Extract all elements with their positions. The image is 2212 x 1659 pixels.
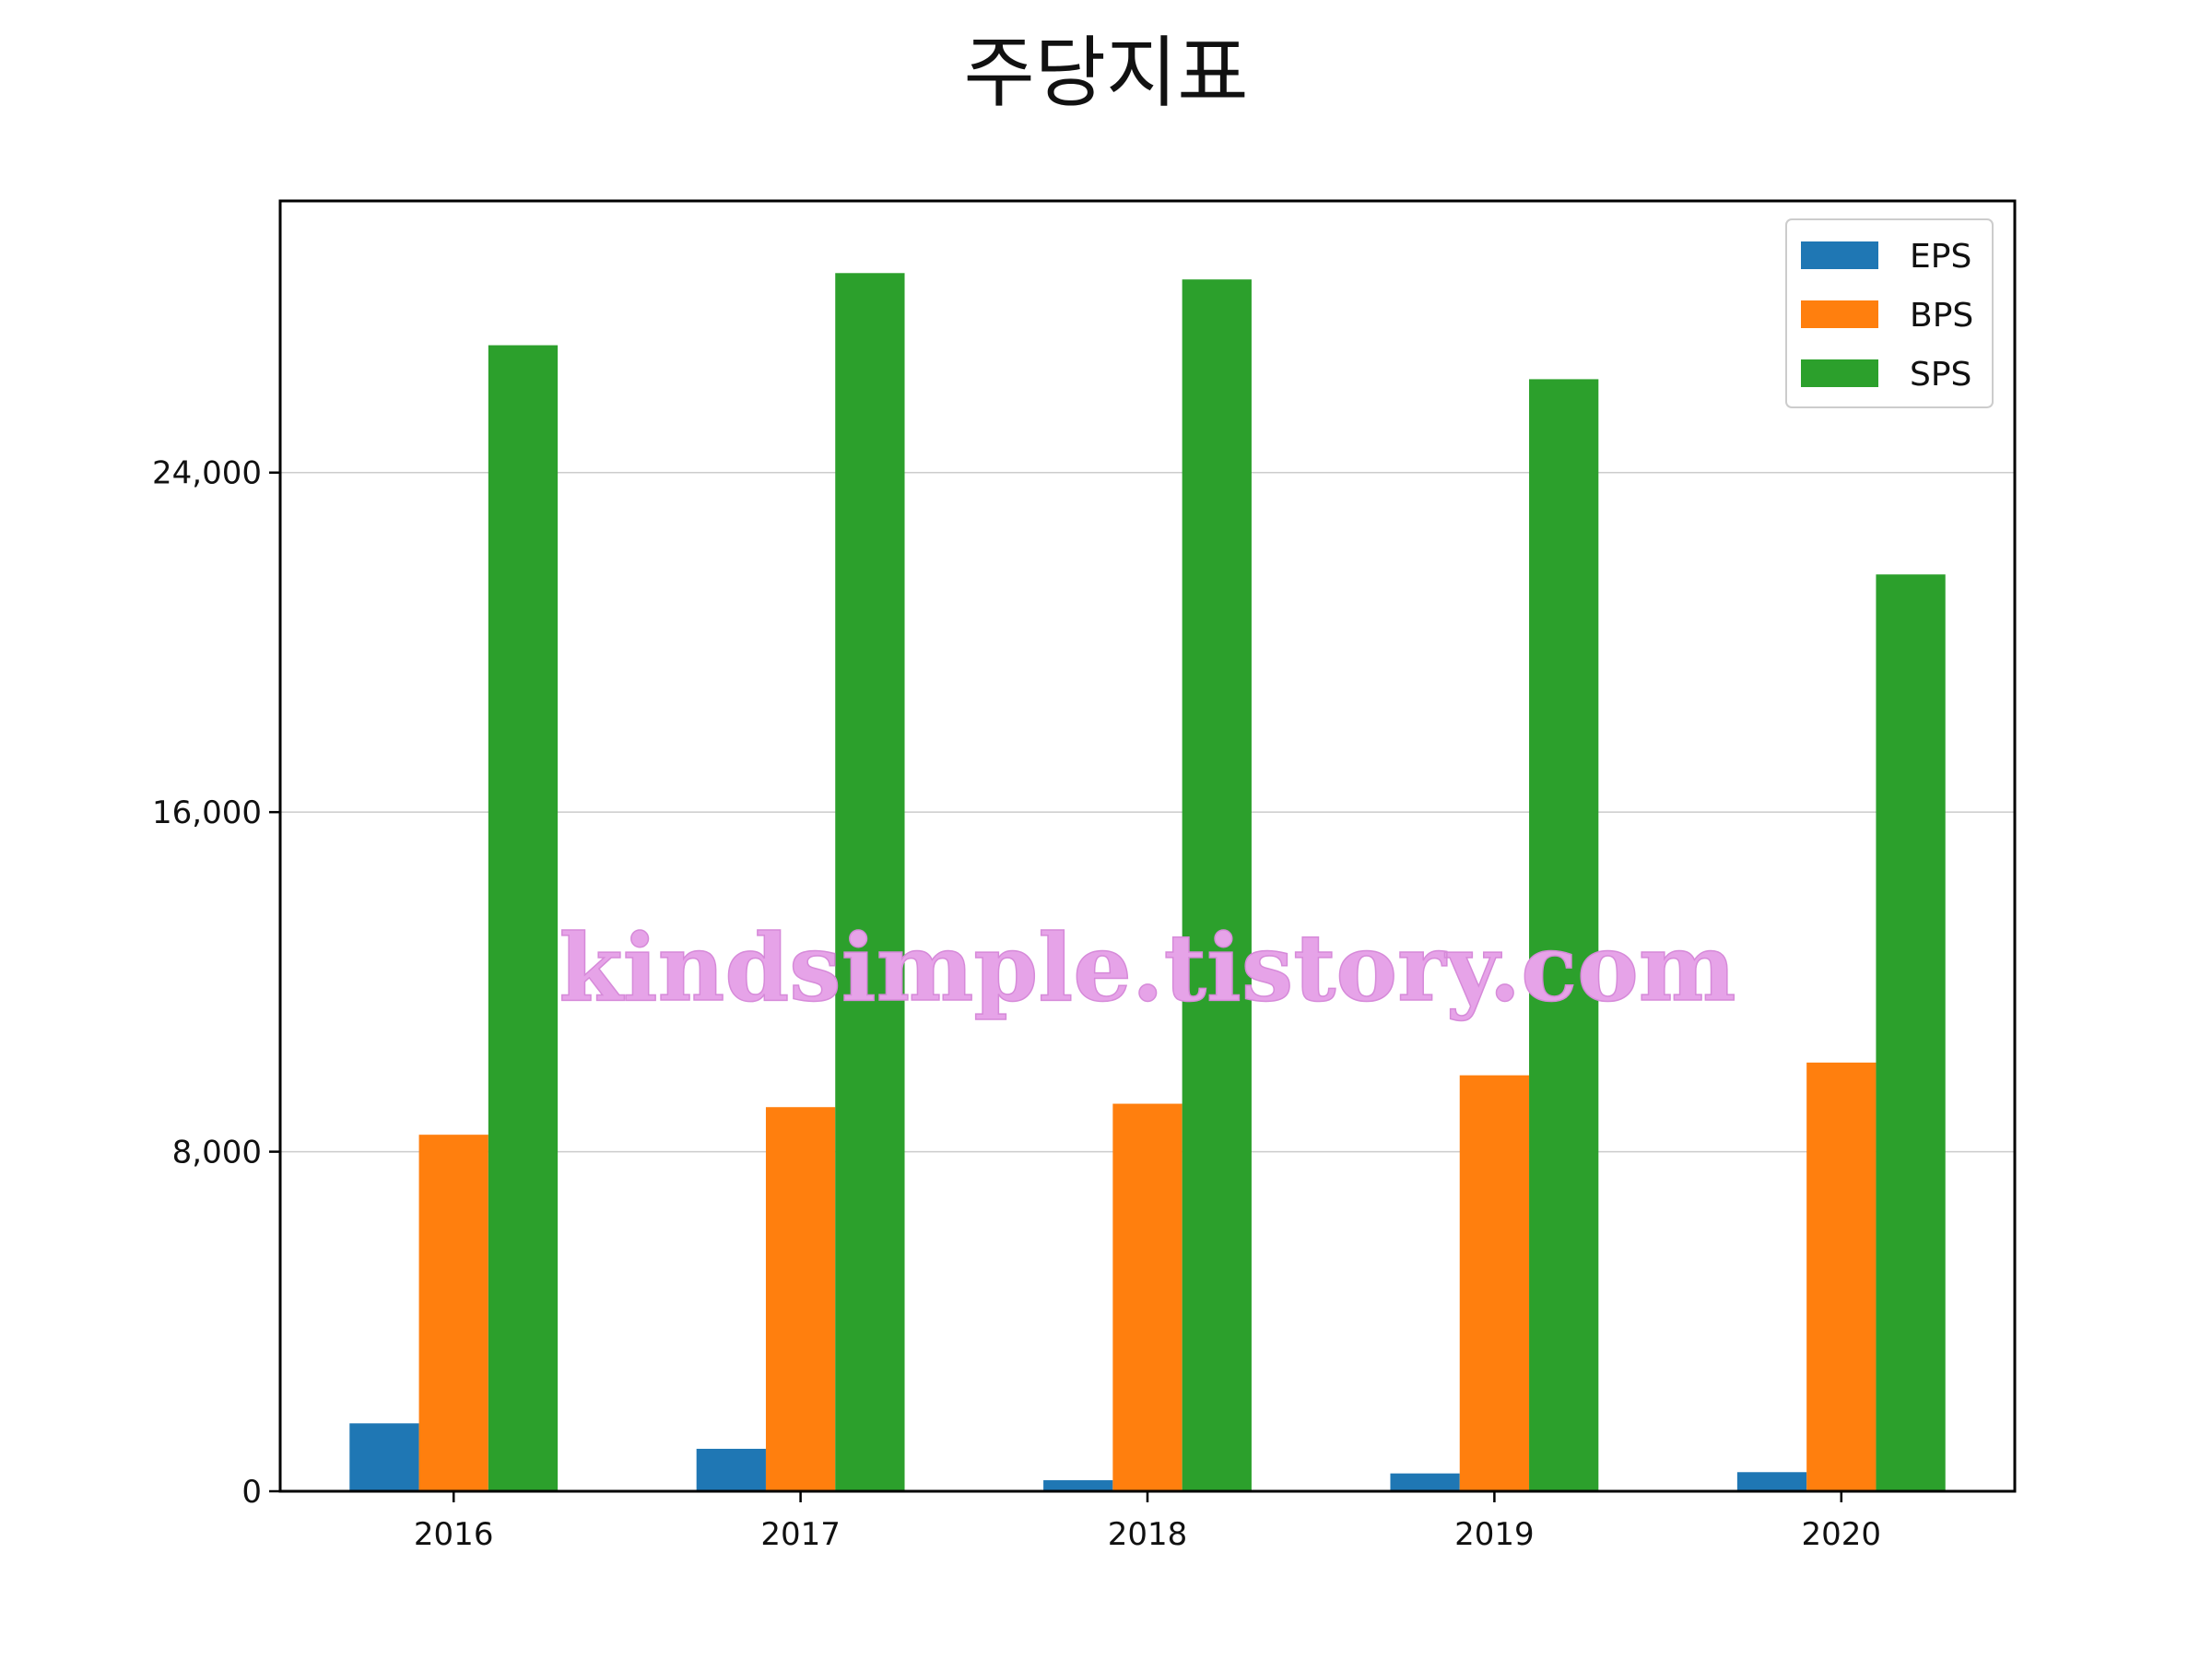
x-tick-label: 2018 xyxy=(1108,1516,1188,1553)
bar-eps-2020 xyxy=(1736,1472,1807,1491)
y-tick-label: 24,000 xyxy=(152,455,262,492)
bar-eps-2019 xyxy=(1390,1473,1460,1491)
x-tick-label: 2016 xyxy=(414,1516,494,1553)
bar-sps-2016 xyxy=(488,345,559,1491)
bars xyxy=(349,273,1946,1492)
x-tick-label: 2017 xyxy=(760,1516,841,1553)
y-tick-label: 8,000 xyxy=(172,1135,262,1171)
legend-swatch-bps xyxy=(1801,300,1878,328)
y-tick-label: 0 xyxy=(241,1474,262,1511)
y-tick-label: 16,000 xyxy=(152,794,262,831)
bar-bps-2017 xyxy=(765,1107,836,1491)
bar-sps-2018 xyxy=(1182,279,1252,1491)
x-tick-label: 2019 xyxy=(1454,1516,1535,1553)
x-tick-label: 2020 xyxy=(1802,1516,1882,1553)
bar-bps-2016 xyxy=(418,1135,488,1491)
legend-label-bps: BPS xyxy=(1910,297,1973,335)
axes: 0 8,000 16,000 24,000 2016 2017 2018 2019 2020 xyxy=(152,455,1881,1553)
bar-sps-2019 xyxy=(1529,379,1599,1492)
legend: EPS BPS SPS xyxy=(1785,218,1994,408)
bar-bps-2018 xyxy=(1112,1103,1182,1491)
bar-eps-2018 xyxy=(1043,1480,1113,1491)
bar-bps-2020 xyxy=(1806,1062,1877,1491)
legend-swatch-eps xyxy=(1801,241,1878,269)
legend-label-sps: SPS xyxy=(1910,356,1971,394)
bar-bps-2019 xyxy=(1459,1075,1530,1491)
bar-eps-2016 xyxy=(349,1423,419,1491)
chart-title: 주당지표 xyxy=(963,28,1249,118)
legend-label-eps: EPS xyxy=(1910,238,1971,276)
bar-sps-2017 xyxy=(835,273,905,1492)
legend-swatch-sps xyxy=(1801,359,1878,387)
watermark-text: kindsimple.tistory.com xyxy=(559,913,1735,1022)
bar-eps-2017 xyxy=(696,1448,766,1491)
bar-sps-2020 xyxy=(1876,574,1946,1491)
